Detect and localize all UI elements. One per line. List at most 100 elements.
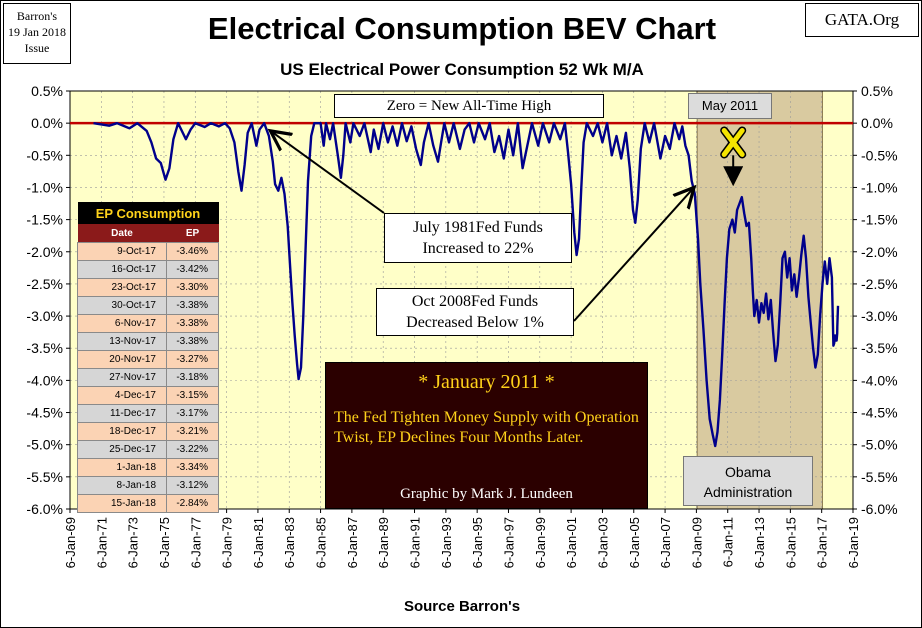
ep-table-value-cell: -3.15%	[166, 386, 219, 405]
ep-table-date-cell: 25-Dec-17	[77, 440, 167, 459]
x-tick-label: 6-Jan-03	[595, 517, 610, 568]
zero-label: Zero = New All-Time High	[334, 94, 604, 118]
ep-table-date-cell: 18-Dec-17	[77, 422, 167, 441]
table-row: 1-Jan-18 -3.34%	[77, 458, 219, 477]
callout-body: The Fed Tighten Money Supply with Operat…	[334, 409, 639, 446]
x-tick-label: 6-Jan-69	[63, 517, 78, 568]
x-tick-label: 6-Jan-93	[439, 517, 454, 568]
y-tick-label-right: -0.5%	[861, 147, 898, 163]
table-row: 20-Nov-17 -3.27%	[77, 350, 219, 369]
ep-table-date-cell: 23-Oct-17	[77, 278, 167, 297]
july-1981-annotation: July 1981Fed Funds Increased to 22%	[384, 213, 572, 263]
table-row: 6-Nov-17 -3.38%	[77, 314, 219, 333]
y-tick-label-left: -4.5%	[26, 405, 63, 421]
ep-table-value-cell: -3.17%	[166, 404, 219, 423]
x-tick-label: 6-Jan-91	[408, 517, 423, 568]
y-tick-label-left: -5.5%	[26, 469, 63, 485]
y-tick-label-left: -6.0%	[26, 501, 63, 517]
x-tick-label: 6-Jan-73	[126, 517, 141, 568]
table-row: 30-Oct-17 -3.38%	[77, 296, 219, 315]
y-tick-label-right: 0.0%	[861, 115, 893, 131]
x-tick-label: 6-Jan-81	[251, 517, 266, 568]
obama-administration-label: Obama Administration	[683, 456, 813, 506]
x-tick-label: 6-Jan-83	[282, 517, 297, 568]
x-tick-label: 6-Jan-13	[752, 517, 767, 568]
ep-table-value-cell: -3.38%	[166, 314, 219, 333]
ep-table-date-cell: 11-Dec-17	[77, 404, 167, 423]
callout-title: * January 2011 *	[418, 371, 555, 393]
may-2011-label: May 2011	[688, 93, 772, 119]
y-tick-label-left: -4.0%	[26, 372, 63, 388]
ep-table-date-cell: 6-Nov-17	[77, 314, 167, 333]
ep-table-value-cell: -3.27%	[166, 350, 219, 369]
x-tick-label: 6-Jan-77	[188, 517, 203, 568]
y-tick-label-right: -6.0%	[861, 501, 898, 517]
x-tick-label: 6-Jan-87	[345, 517, 360, 568]
ep-table-value-cell: -3.34%	[166, 458, 219, 477]
y-tick-label-right: -2.5%	[861, 276, 898, 292]
obama-label-line1: Obama	[725, 464, 771, 480]
y-tick-label-left: -2.0%	[26, 244, 63, 260]
ep-table-date-cell: 16-Oct-17	[77, 260, 167, 279]
x-tick-label: 6-Jan-01	[564, 517, 579, 568]
table-row: 27-Nov-17 -3.18%	[77, 368, 219, 387]
table-row: 13-Nov-17 -3.38%	[77, 332, 219, 351]
ep-table-value-cell: -3.42%	[166, 260, 219, 279]
ep-table-date-cell: 4-Dec-17	[77, 386, 167, 405]
ep-table-body: 9-Oct-17 -3.46% 16-Oct-17 -3.42% 23-Oct-17 -3…	[77, 242, 219, 513]
source-badge-line1: Barron's	[16, 9, 58, 23]
y-tick-label-left: -1.5%	[26, 212, 63, 228]
x-tick-label: 6-Jan-89	[376, 517, 391, 568]
oct-2008-arrow	[573, 187, 694, 322]
table-row: 11-Dec-17 -3.17%	[77, 404, 219, 423]
y-tick-label-right: -3.0%	[861, 308, 898, 324]
y-tick-label-right: -2.0%	[861, 244, 898, 260]
ep-table-value-cell: -3.18%	[166, 368, 219, 387]
january-2011-callout: * January 2011 * The Fed Tighten Money S…	[325, 362, 648, 509]
july-1981-arrow	[270, 131, 385, 214]
ep-table-value-cell: -3.38%	[166, 332, 219, 351]
x-tick-label: 6-Jan-17	[815, 517, 830, 568]
y-axis-left: 0.5% 0.0% -0.5% -1.0% -1.5% -2.0% -2.5% -3.0% -3…	[26, 83, 63, 517]
y-axis-right: 0.5% 0.0% -0.5% -1.0% -1.5% -2.0% -2.5% -3.0% -3…	[861, 83, 898, 517]
ep-table-value-cell: -3.21%	[166, 422, 219, 441]
x-axis-label: Source Barron's	[403, 598, 521, 615]
x-axis: 6-Jan-69 6-Jan-71 6-Jan-73 6-Jan-75 6-Jan-77…	[63, 517, 861, 568]
y-tick-label-left: -3.0%	[26, 308, 63, 324]
obama-label-line2: Administration	[703, 484, 793, 500]
y-tick-label-right: -5.5%	[861, 469, 898, 485]
y-tick-label-right: -4.5%	[861, 405, 898, 421]
july-1981-line1: July 1981Fed Funds	[413, 219, 543, 236]
chart-title: Electrical Consumption BEV Chart	[207, 11, 717, 46]
ep-table-value-cell: -3.38%	[166, 296, 219, 315]
ep-table-ep-header: EP	[166, 224, 219, 243]
table-row: 16-Oct-17 -3.42%	[77, 260, 219, 279]
oct-2008-annotation: Oct 2008Fed Funds Decreased Below 1%	[376, 288, 574, 336]
table-row: 8-Jan-18 -3.12%	[77, 476, 219, 495]
x-tick-label: 6-Jan-07	[658, 517, 673, 568]
table-row: 4-Dec-17 -3.15%	[77, 386, 219, 405]
table-row: 23-Oct-17 -3.30%	[77, 278, 219, 297]
x-tick-label: 6-Jan-75	[157, 517, 172, 568]
y-tick-label-right: -1.5%	[861, 212, 898, 228]
y-tick-label-left: -5.0%	[26, 437, 63, 453]
x-marker-stroke	[721, 127, 745, 157]
ep-table-date-header: Date	[77, 224, 167, 243]
ep-table-date-cell: 20-Nov-17	[77, 350, 167, 369]
source-badge-line2: 19 Jan 2018	[8, 25, 66, 39]
series-layer	[70, 121, 853, 448]
ep-table-date-cell: 13-Nov-17	[77, 332, 167, 351]
ep-table-title: EP Consumption	[77, 202, 219, 224]
oct-2008-line1: Oct 2008Fed Funds	[411, 293, 539, 310]
source-badge-line3: Issue	[24, 41, 50, 55]
x-tick-label: 6-Jan-11	[721, 517, 736, 567]
x-tick-label: 6-Jan-97	[501, 517, 516, 568]
ep-table-value-cell: -3.22%	[166, 440, 219, 459]
ep-table-value-cell: -3.12%	[166, 476, 219, 495]
overlay-layer	[270, 126, 747, 322]
ep-table-value-cell: -3.46%	[166, 242, 219, 261]
series-line-ep-consumption	[93, 121, 840, 448]
ep-table-value-cell: -3.30%	[166, 278, 219, 297]
gata-badge: GATA.Org	[805, 3, 919, 37]
